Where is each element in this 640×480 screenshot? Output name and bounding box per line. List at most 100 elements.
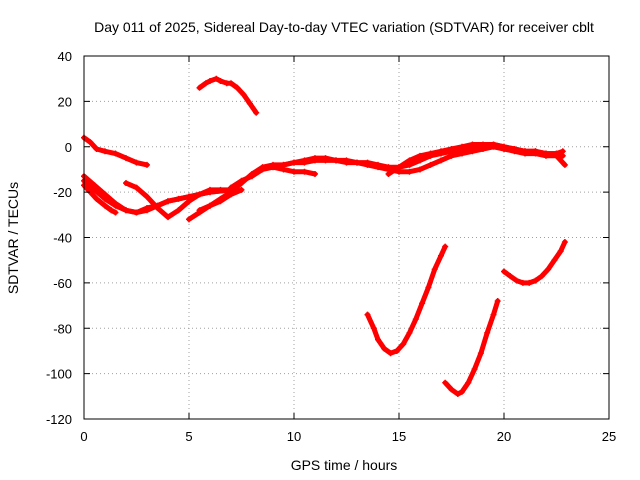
data-point xyxy=(312,170,318,177)
data-point xyxy=(375,164,381,171)
data-point xyxy=(91,186,98,193)
data-point xyxy=(438,148,444,155)
data-point xyxy=(522,148,528,155)
data-point xyxy=(123,180,129,187)
data-point xyxy=(196,207,203,214)
data-point xyxy=(186,216,192,223)
data-point xyxy=(343,159,350,166)
data-point xyxy=(175,195,182,202)
data-point xyxy=(484,329,491,336)
data-point xyxy=(165,198,171,205)
series-arc-5 xyxy=(123,180,234,221)
y-axis-label: SDTVAR / TECUs xyxy=(5,182,21,294)
data-point xyxy=(246,100,253,107)
data-point xyxy=(400,341,407,348)
data-point xyxy=(507,273,514,280)
data-point xyxy=(459,388,465,395)
series-arc-9 xyxy=(270,164,318,177)
data-point xyxy=(228,80,234,87)
data-point xyxy=(133,159,140,166)
data-point xyxy=(559,148,566,155)
data-point xyxy=(561,161,568,168)
data-point xyxy=(438,252,444,259)
data-point xyxy=(519,279,526,286)
data-point xyxy=(217,195,224,202)
data-point xyxy=(234,84,241,91)
series-trace xyxy=(365,244,448,356)
data-point xyxy=(207,77,213,84)
x-tick-label: 10 xyxy=(287,429,301,444)
data-point xyxy=(412,316,419,323)
data-point xyxy=(538,273,545,280)
y-tick-label: -40 xyxy=(53,231,72,246)
data-point xyxy=(228,184,234,191)
data-point xyxy=(112,209,119,216)
data-point xyxy=(333,157,339,164)
y-tick-label: -100 xyxy=(46,367,72,382)
data-point xyxy=(144,193,150,200)
data-point xyxy=(87,139,94,146)
y-tick-label: -20 xyxy=(53,185,72,200)
data-point xyxy=(213,75,220,82)
data-point xyxy=(280,166,287,173)
data-point xyxy=(427,161,434,168)
y-tick-label: 20 xyxy=(58,94,72,109)
data-point xyxy=(123,155,129,162)
data-point xyxy=(442,243,449,250)
data-point xyxy=(312,157,318,164)
data-point xyxy=(154,205,161,212)
series-arc-11 xyxy=(196,75,260,116)
data-point xyxy=(551,257,558,264)
data-point xyxy=(553,150,560,157)
data-point xyxy=(240,91,247,98)
data-point xyxy=(102,202,108,209)
axis-ticks: 0 5 10 15 20 25 -120 -100 -80 -60 -40 -20 0 20 40 xyxy=(46,49,616,444)
data-point xyxy=(448,152,455,159)
data-point xyxy=(259,166,266,173)
data-point xyxy=(448,146,455,153)
data-point xyxy=(396,164,402,171)
data-point xyxy=(364,161,371,168)
data-point xyxy=(526,279,533,286)
data-point xyxy=(112,202,119,209)
data-point xyxy=(381,345,388,352)
data-point xyxy=(438,157,444,164)
data-point xyxy=(385,170,392,177)
data-point xyxy=(490,141,497,148)
y-tick-label: 40 xyxy=(58,49,72,64)
data-point xyxy=(557,248,564,255)
data-point xyxy=(291,168,297,175)
data-point xyxy=(561,239,568,246)
data-point xyxy=(102,195,108,202)
data-point xyxy=(532,277,539,284)
x-tick-label: 20 xyxy=(497,429,511,444)
data-point xyxy=(196,191,203,198)
chart-title: Day 011 of 2025, Sidereal Day-to-day VTE… xyxy=(94,19,594,35)
data-point xyxy=(112,150,119,157)
data-point xyxy=(144,205,150,212)
data-point xyxy=(144,161,150,168)
data-point xyxy=(417,166,423,173)
data-point xyxy=(133,209,140,216)
data-point xyxy=(469,141,476,148)
data-point xyxy=(427,150,434,157)
series-arc-10 xyxy=(385,141,566,177)
data-point xyxy=(249,173,255,180)
data-point xyxy=(175,207,182,214)
series-arc-1 xyxy=(81,134,150,168)
data-point xyxy=(501,268,507,275)
data-point xyxy=(270,164,276,171)
data-point xyxy=(165,214,171,221)
data-point xyxy=(253,109,260,116)
data-point xyxy=(494,298,501,305)
data-point xyxy=(480,141,486,148)
data-point xyxy=(93,146,100,153)
data-point xyxy=(238,186,245,193)
data-point xyxy=(406,329,413,336)
series-trace xyxy=(442,298,501,397)
data-point xyxy=(322,157,329,164)
data-point xyxy=(387,350,394,357)
data-point xyxy=(375,336,381,343)
x-tick-label: 0 xyxy=(80,429,87,444)
data-point xyxy=(469,148,476,155)
